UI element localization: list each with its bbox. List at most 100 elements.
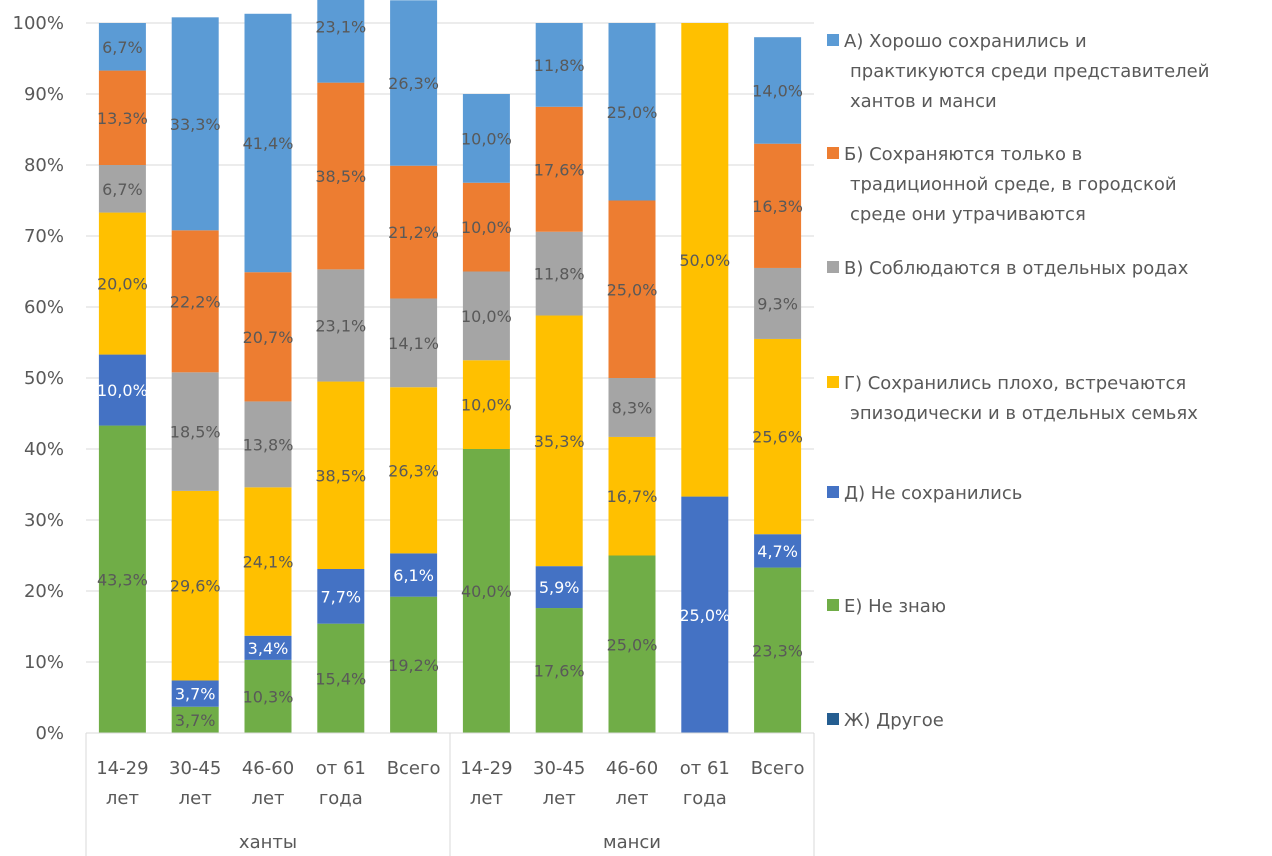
x-category-label: Всего [387,758,441,779]
y-tick-label: 40% [24,439,64,460]
data-label: 4,7% [757,542,798,561]
data-label: 10,0% [461,129,512,148]
legend-entry-text: среде они утрачиваются [850,204,1086,225]
x-axis: 14-29 лет 30-45 лет 46-60 лет от 61 года Всего ха… [85,732,815,856]
data-label: 41,4% [243,134,294,153]
legend-swatch [827,376,839,388]
bar-segment [754,37,802,144]
bar-segment [535,566,583,609]
data-label: 6,7% [102,180,143,199]
bar-segment [608,555,656,733]
data-label: 20,7% [243,328,294,347]
bar-segment [390,387,438,554]
bar-segment [171,706,219,733]
bar-segment [535,106,583,232]
bar-segment [462,360,510,449]
data-label: 10,0% [461,396,512,415]
bar-segment [171,490,219,681]
data-label: 7,7% [320,587,361,606]
y-tick-label: 90% [24,84,64,105]
bar-segment [244,13,292,273]
bar-segment [754,534,802,568]
bar-segment [754,267,802,339]
legend: А) Хорошо сохранились и практикуются сред… [827,31,1209,731]
legend-swatch [827,147,839,159]
bar-segment [390,298,438,388]
data-label: 10,0% [461,307,512,326]
legend-entry-text: Е) Не знаю [844,596,946,617]
bar-segment [608,23,656,201]
x-category-label: от 61 [680,758,730,779]
data-label: 21,2% [388,223,439,242]
data-label: 26,3% [388,74,439,93]
data-label: 14,0% [752,81,803,100]
bar-segment [98,212,146,355]
data-label: 17,6% [534,662,585,681]
bar-segment [171,230,219,373]
data-label: 3,7% [175,685,216,704]
legend-entry-text: эпизодически и в отдельных семьях [850,403,1198,424]
x-category-label: года [683,788,727,809]
bar-segment [608,436,656,556]
data-label: 15,4% [315,669,366,688]
bar-segment [390,0,438,166]
bar-segment [317,568,365,624]
bar-segment [244,487,292,636]
bar-segment [98,425,146,733]
x-category-label: 46-60 [242,758,294,779]
bar-segment [754,567,802,733]
x-category-label: от 61 [316,758,366,779]
data-label: 9,3% [757,294,798,313]
data-label: 25,0% [607,280,658,299]
x-group-label: ханты [239,832,297,853]
bar-segment [244,401,292,488]
bar-segment [171,17,219,231]
bar-segment [317,0,365,83]
data-label: 3,4% [248,639,289,658]
data-label: 25,0% [607,103,658,122]
y-tick-label: 0% [35,723,64,744]
data-label: 6,1% [393,566,434,585]
bars [98,0,802,733]
x-category-label: лет [179,788,212,809]
data-label: 23,3% [752,641,803,660]
legend-swatch [827,713,839,725]
data-label: 50,0% [679,251,730,270]
x-group-label: манси [603,832,661,853]
bar-segment [317,269,365,382]
bar-segment [317,82,365,270]
data-label: 10,0% [97,381,148,400]
data-label: 20,0% [97,275,148,294]
bar-segment [535,608,583,733]
legend-entry-text: Г) Сохранились плохо, встречаются [844,373,1186,394]
x-category-label: 30-45 [169,758,221,779]
data-label: 10,3% [243,687,294,706]
data-label: 11,8% [534,56,585,75]
data-label: 13,3% [97,109,148,128]
y-tick-label: 60% [24,297,64,318]
data-label: 10,0% [461,218,512,237]
data-label: 3,7% [175,711,216,730]
y-tick-label: 30% [24,510,64,531]
data-label: 13,8% [243,435,294,454]
x-category-label: лет [251,788,284,809]
y-tick-label: 20% [24,581,64,602]
data-label: 19,2% [388,656,439,675]
bar-segment [462,271,510,361]
y-tick-label: 100% [13,13,64,34]
data-label: 16,3% [752,197,803,216]
bar-segment [535,315,583,567]
data-label: 5,9% [539,578,580,597]
bar-segment [462,94,510,183]
x-category-label: лет [615,788,648,809]
data-label: 26,3% [388,461,439,480]
legend-entry-text: Б) Сохраняются только в [844,144,1082,165]
y-tick-label: 50% [24,368,64,389]
data-label: 33,3% [170,115,221,134]
data-label: 8,3% [612,398,653,417]
data-label: 24,1% [243,553,294,572]
legend-swatch [827,599,839,611]
x-category-label: 30-45 [533,758,585,779]
y-tick-label: 80% [24,155,64,176]
legend-entry-text: традиционной среде, в городской [850,174,1177,195]
